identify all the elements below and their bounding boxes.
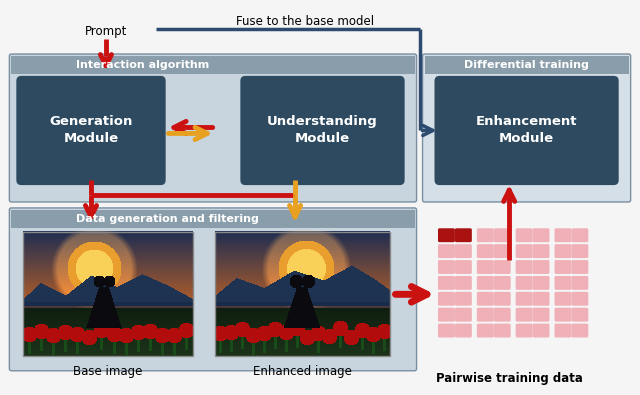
FancyBboxPatch shape <box>554 228 572 242</box>
FancyBboxPatch shape <box>455 244 472 258</box>
Bar <box>23 232 193 356</box>
FancyBboxPatch shape <box>516 324 532 337</box>
FancyBboxPatch shape <box>455 324 472 337</box>
FancyBboxPatch shape <box>477 244 493 258</box>
FancyBboxPatch shape <box>435 76 619 185</box>
FancyBboxPatch shape <box>17 76 166 185</box>
FancyBboxPatch shape <box>572 276 588 290</box>
FancyBboxPatch shape <box>477 324 493 337</box>
Text: Base image: Base image <box>73 365 143 378</box>
FancyBboxPatch shape <box>516 260 532 274</box>
FancyBboxPatch shape <box>477 292 493 306</box>
FancyBboxPatch shape <box>438 292 455 306</box>
Text: Interaction algorithm: Interaction algorithm <box>76 60 209 70</box>
FancyBboxPatch shape <box>516 228 532 242</box>
FancyBboxPatch shape <box>516 276 532 290</box>
FancyBboxPatch shape <box>438 276 455 290</box>
FancyBboxPatch shape <box>493 228 511 242</box>
FancyBboxPatch shape <box>455 228 472 242</box>
Bar <box>12 210 415 228</box>
FancyBboxPatch shape <box>554 324 572 337</box>
FancyBboxPatch shape <box>572 228 588 242</box>
FancyBboxPatch shape <box>455 276 472 290</box>
FancyBboxPatch shape <box>477 276 493 290</box>
FancyBboxPatch shape <box>493 324 511 337</box>
Text: Enhancement
Module: Enhancement Module <box>476 115 577 145</box>
FancyBboxPatch shape <box>516 308 532 322</box>
FancyBboxPatch shape <box>554 244 572 258</box>
Text: Prompt: Prompt <box>84 24 127 38</box>
Text: Pairwise training data: Pairwise training data <box>436 372 582 385</box>
FancyBboxPatch shape <box>516 244 532 258</box>
Text: Data generation and filtering: Data generation and filtering <box>76 214 259 224</box>
FancyBboxPatch shape <box>532 324 550 337</box>
FancyBboxPatch shape <box>532 228 550 242</box>
FancyBboxPatch shape <box>455 292 472 306</box>
FancyBboxPatch shape <box>532 308 550 322</box>
FancyBboxPatch shape <box>493 308 511 322</box>
FancyBboxPatch shape <box>554 292 572 306</box>
Text: Fuse to the base model: Fuse to the base model <box>236 15 374 28</box>
FancyBboxPatch shape <box>477 228 493 242</box>
FancyBboxPatch shape <box>477 308 493 322</box>
FancyBboxPatch shape <box>438 324 455 337</box>
Text: Differential training: Differential training <box>464 60 589 70</box>
FancyBboxPatch shape <box>438 228 455 242</box>
FancyBboxPatch shape <box>532 276 550 290</box>
FancyBboxPatch shape <box>438 244 455 258</box>
FancyBboxPatch shape <box>455 308 472 322</box>
FancyBboxPatch shape <box>241 76 404 185</box>
FancyBboxPatch shape <box>493 292 511 306</box>
FancyBboxPatch shape <box>493 260 511 274</box>
Bar <box>12 56 415 74</box>
FancyBboxPatch shape <box>572 308 588 322</box>
FancyBboxPatch shape <box>455 260 472 274</box>
FancyBboxPatch shape <box>493 244 511 258</box>
Text: Understanding
Module: Understanding Module <box>267 115 378 145</box>
FancyBboxPatch shape <box>532 244 550 258</box>
FancyBboxPatch shape <box>477 260 493 274</box>
FancyBboxPatch shape <box>532 292 550 306</box>
FancyBboxPatch shape <box>572 244 588 258</box>
FancyBboxPatch shape <box>572 324 588 337</box>
FancyBboxPatch shape <box>10 54 417 202</box>
FancyBboxPatch shape <box>572 260 588 274</box>
FancyBboxPatch shape <box>572 292 588 306</box>
Bar <box>424 56 628 74</box>
Text: Generation
Module: Generation Module <box>49 115 132 145</box>
FancyBboxPatch shape <box>554 260 572 274</box>
FancyBboxPatch shape <box>516 292 532 306</box>
FancyBboxPatch shape <box>554 276 572 290</box>
FancyBboxPatch shape <box>493 276 511 290</box>
Bar <box>216 232 390 356</box>
FancyBboxPatch shape <box>10 208 417 371</box>
FancyBboxPatch shape <box>438 308 455 322</box>
FancyBboxPatch shape <box>438 260 455 274</box>
FancyBboxPatch shape <box>422 54 630 202</box>
FancyBboxPatch shape <box>554 308 572 322</box>
Text: Enhanced image: Enhanced image <box>253 365 352 378</box>
FancyBboxPatch shape <box>532 260 550 274</box>
